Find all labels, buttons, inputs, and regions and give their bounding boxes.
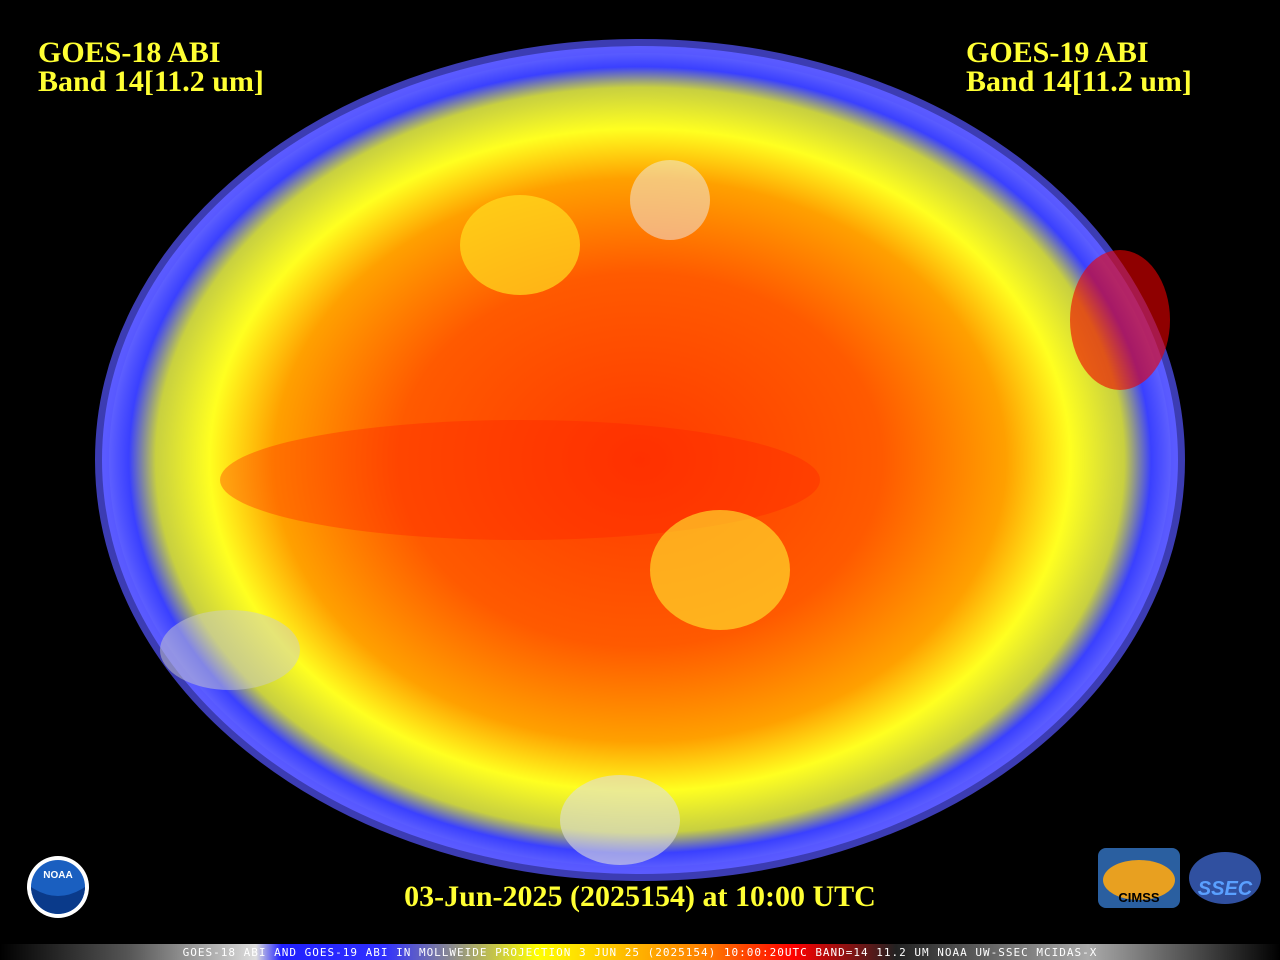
high-pressure — [650, 510, 790, 630]
africa-hot — [1070, 250, 1170, 390]
left-satellite: GOES-18 ABI — [38, 36, 221, 69]
cimss-logo: CIMSS — [1098, 848, 1180, 908]
cloud — [160, 610, 300, 690]
noaa-logo: NOAA — [27, 856, 89, 918]
high-pressure — [460, 195, 580, 295]
ssec-logo: SSEC — [1189, 852, 1261, 904]
right-satellite: GOES-19 ABI — [966, 36, 1149, 69]
right-band: Band 14[11.2 um] — [966, 65, 1192, 98]
timestamp: 03-Jun-2025 (2025154) at 10:00 UTC — [404, 880, 876, 913]
cimss-label: CIMSS — [1118, 890, 1160, 905]
left-band: Band 14[11.2 um] — [38, 65, 264, 98]
itcz-band — [220, 420, 820, 540]
color-bar — [0, 944, 1280, 960]
cloud — [560, 775, 680, 865]
globe — [102, 46, 1178, 874]
cloud — [630, 160, 710, 240]
caption: GOES-18 ABI AND GOES-19 ABI IN MOLLWEIDE… — [183, 946, 1098, 959]
globe-edge — [95, 39, 1185, 881]
noaa-label: NOAA — [43, 870, 72, 881]
ssec-label: SSEC — [1198, 878, 1253, 900]
